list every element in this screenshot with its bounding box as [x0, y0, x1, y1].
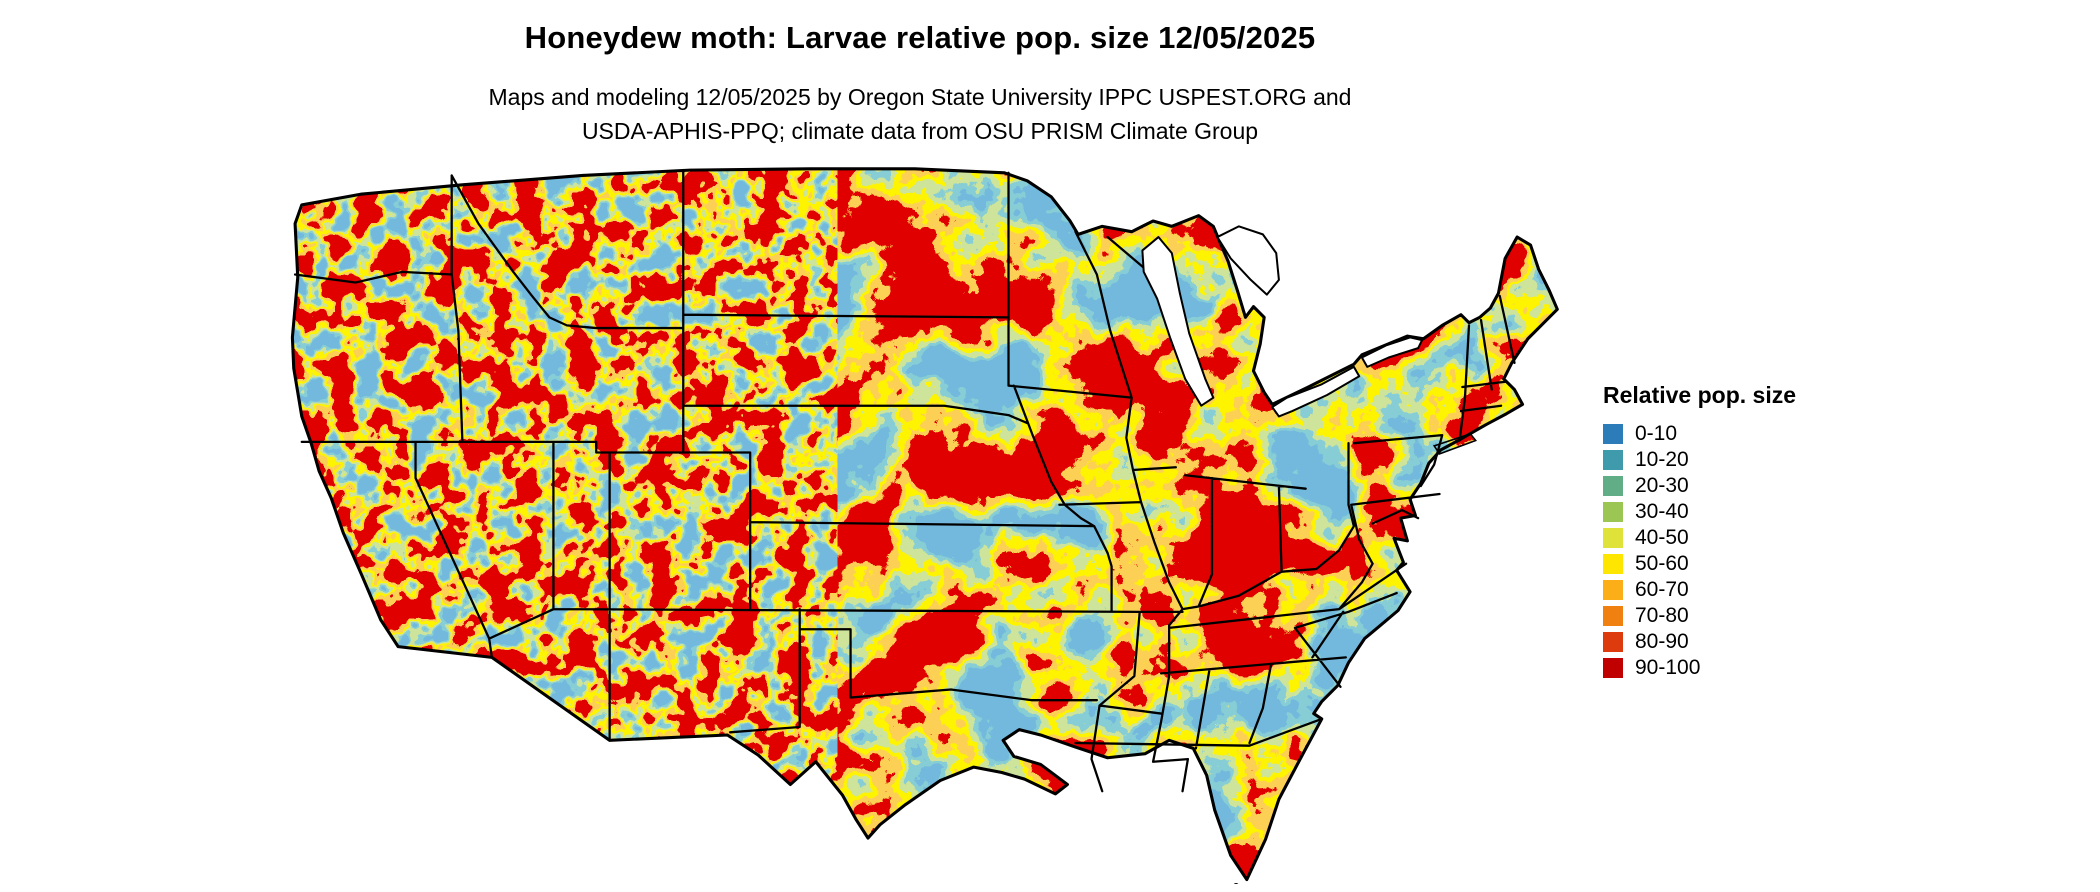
legend-row: 0-10	[1603, 421, 1863, 446]
page-subtitle: Maps and modeling 12/05/2025 by Oregon S…	[280, 80, 1560, 148]
legend-class-label: 90-100	[1635, 656, 1701, 679]
legend-class-label: 80-90	[1635, 630, 1689, 653]
subtitle-line-1: Maps and modeling 12/05/2025 by Oregon S…	[488, 84, 1352, 110]
legend-class-label: 60-70	[1635, 578, 1689, 601]
us-map-svg	[290, 167, 1559, 884]
legend-row: 40-50	[1603, 525, 1863, 550]
us-outline	[290, 167, 1559, 882]
legend-class-label: 30-40	[1635, 500, 1689, 523]
state-boundaries	[293, 168, 1516, 793]
legend-row: 70-80	[1603, 603, 1863, 628]
legend-row: 20-30	[1603, 473, 1863, 498]
legend-class-label: 70-80	[1635, 604, 1689, 627]
long-island	[1432, 432, 1477, 455]
legend-class-label: 50-60	[1635, 552, 1689, 575]
legend-swatch	[1603, 449, 1623, 470]
legend-row: 90-100	[1603, 655, 1863, 680]
legend-swatch	[1603, 475, 1623, 496]
legend-swatch	[1603, 553, 1623, 574]
legend-swatch	[1603, 631, 1623, 652]
legend-class-label: 40-50	[1635, 526, 1689, 549]
lake-erie	[1271, 365, 1361, 418]
legend-row: 60-70	[1603, 577, 1863, 602]
legend-row: 50-60	[1603, 551, 1863, 576]
legend-row: 80-90	[1603, 629, 1863, 654]
legend-swatch	[1603, 579, 1623, 600]
legend: Relative pop. size 0-10 10-20 20-30 30-40 40…	[1603, 382, 1863, 681]
legend-rows: 0-10 10-20 20-30 30-40 40-50 50-60 60-70 70-80 8…	[1603, 421, 1863, 680]
raster-layer	[292, 168, 1558, 880]
great-lakes	[1141, 225, 1424, 418]
legend-class-label: 20-30	[1635, 474, 1689, 497]
lake-ontario	[1360, 336, 1424, 368]
legend-title: Relative pop. size	[1603, 382, 1797, 408]
legend-swatch	[1603, 501, 1623, 522]
subtitle-line-2: USDA-APHIS-PPQ; climate data from OSU PR…	[581, 118, 1259, 144]
legend-row: 10-20	[1603, 447, 1863, 472]
legend-swatch	[1603, 527, 1623, 548]
page-title: Honeydew moth: Larvae relative pop. size…	[524, 20, 1316, 55]
legend-swatch	[1603, 605, 1623, 626]
us-population-map	[275, 167, 1560, 884]
legend-swatch	[1603, 423, 1623, 444]
lake-huron	[1216, 225, 1280, 296]
lake-michigan	[1141, 236, 1215, 407]
legend-swatch	[1603, 657, 1623, 678]
legend-class-label: 10-20	[1635, 448, 1689, 471]
legend-class-label: 0-10	[1635, 422, 1678, 445]
legend-row: 30-40	[1603, 499, 1863, 524]
